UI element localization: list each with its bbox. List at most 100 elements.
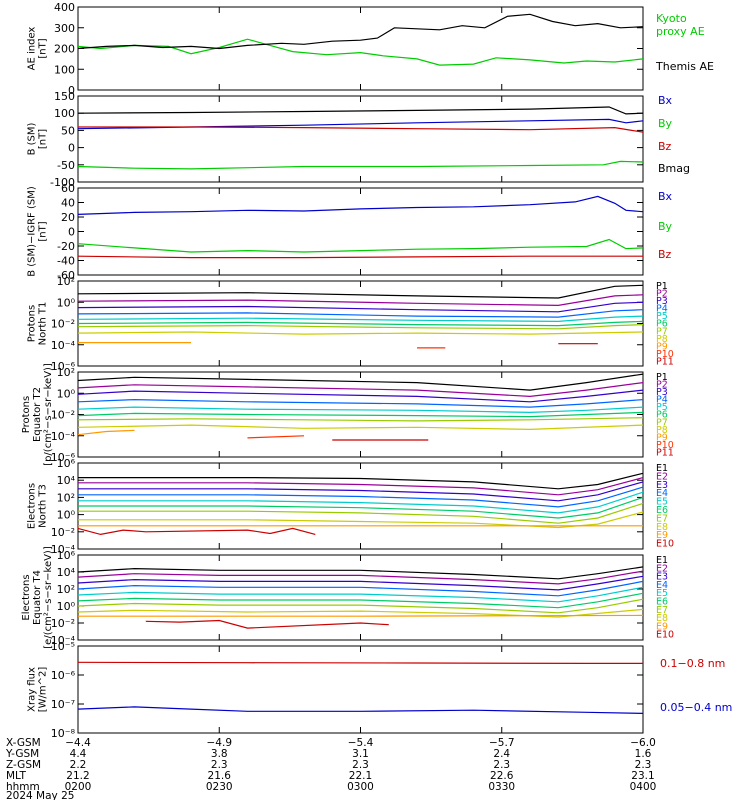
y-tick-label: 10⁶ bbox=[57, 457, 76, 470]
ephemeris-value: 0330 bbox=[488, 781, 515, 793]
series-line-e10 bbox=[77, 527, 316, 536]
y-tick-label: 10⁶ bbox=[57, 549, 76, 562]
legend-label: E5 bbox=[656, 588, 668, 599]
series-line-e6 bbox=[77, 592, 644, 609]
y-axis-label: North T3 bbox=[38, 484, 49, 528]
series-line-bmag bbox=[77, 106, 644, 115]
series-line-e5 bbox=[77, 586, 644, 603]
legend-label: By bbox=[658, 117, 673, 130]
ephemeris-value: 21.2 bbox=[66, 770, 89, 782]
y-tick-label: 40 bbox=[61, 197, 75, 210]
series-line-p10 bbox=[247, 435, 305, 439]
y-tick-label: 10⁻⁶ bbox=[51, 360, 76, 373]
series-line-p4 bbox=[77, 398, 644, 408]
y-tick-label: 100 bbox=[54, 63, 75, 76]
ephemeris-value: −5.7 bbox=[489, 737, 515, 749]
legend-label: Bz bbox=[658, 140, 672, 153]
y-tick-label: -50 bbox=[57, 159, 75, 172]
legend-label: E1 bbox=[656, 555, 668, 566]
ephemeris-value: 22.1 bbox=[349, 770, 372, 782]
series-line-e7 bbox=[78, 502, 644, 524]
series-line-e7 bbox=[77, 598, 644, 614]
ephemeris-value: −4.4 bbox=[65, 737, 91, 749]
legend-label: E7 bbox=[656, 605, 668, 616]
y-axis-label: [p/(cm²−s−sr−keV)] bbox=[43, 363, 54, 466]
ephemeris-value: −5.4 bbox=[348, 737, 374, 749]
y-axis-label: B (SM) bbox=[27, 122, 38, 155]
series-line-bz bbox=[77, 255, 643, 259]
ephemeris-value: 2.3 bbox=[635, 759, 652, 771]
legend-label: P2 bbox=[656, 289, 668, 300]
y-tick-label: 10² bbox=[57, 275, 75, 288]
legend-label: P8 bbox=[656, 334, 668, 345]
ephemeris-value: 2.4 bbox=[493, 748, 510, 760]
ephemeris-row-label: hhmm bbox=[6, 781, 40, 793]
legend-label: Bx bbox=[658, 190, 673, 203]
legend-label: P5 bbox=[656, 402, 668, 413]
series-line-p6 bbox=[77, 411, 644, 418]
ephemeris-value: 4.4 bbox=[70, 748, 87, 760]
legend-label: P3 bbox=[656, 387, 668, 398]
series-line-p2 bbox=[77, 294, 644, 307]
ephemeris-row-label: MLT bbox=[6, 770, 26, 782]
ephemeris-row-label: X-GSM bbox=[6, 737, 41, 749]
y-tick-label: 20 bbox=[61, 211, 75, 224]
ephemeris-value: 0400 bbox=[630, 781, 657, 793]
legend-label: 0.1−0.8 nm bbox=[660, 657, 725, 670]
legend-label: P1 bbox=[656, 372, 668, 383]
y-tick-label: 0 bbox=[68, 84, 75, 97]
y-tick-label: 100 bbox=[54, 107, 75, 120]
y-axis-label: [nT] bbox=[38, 129, 49, 149]
y-tick-label: 10² bbox=[57, 583, 75, 596]
legend-label: 0.05−0.4 nm bbox=[660, 701, 732, 714]
legend-label: E5 bbox=[656, 497, 668, 508]
panel-frame bbox=[77, 187, 644, 276]
series-line-e3 bbox=[77, 575, 644, 591]
y-tick-label: 10² bbox=[57, 491, 75, 504]
legend-label: P4 bbox=[656, 304, 668, 315]
legend-label: E10 bbox=[656, 630, 674, 641]
legend-label: E6 bbox=[656, 505, 668, 516]
y-tick-label: 10⁻² bbox=[51, 617, 75, 630]
legend-label: P3 bbox=[656, 296, 668, 307]
series-line-p7 bbox=[77, 417, 644, 422]
y-tick-label: 50 bbox=[61, 124, 75, 137]
panel-frame bbox=[77, 554, 644, 641]
legend-label: P6 bbox=[656, 410, 668, 421]
legend-label: E9 bbox=[656, 621, 668, 632]
legend-label: P11 bbox=[656, 447, 674, 458]
ephemeris-value: 0200 bbox=[65, 781, 92, 793]
y-tick-label: 10⁻⁴ bbox=[51, 543, 76, 556]
series-line-e9 bbox=[78, 614, 644, 617]
y-axis-label: Electrons bbox=[27, 483, 38, 529]
y-axis-label: Equator T2 bbox=[32, 387, 43, 442]
y-tick-label: 10⁻⁴ bbox=[51, 339, 76, 352]
legend-label: P2 bbox=[656, 380, 668, 391]
series-line-p3 bbox=[77, 301, 644, 313]
y-tick-label: 10⁻⁵ bbox=[51, 640, 75, 653]
legend-label: Bmag bbox=[658, 162, 690, 175]
legend-label: P11 bbox=[656, 356, 674, 367]
ephemeris-value: 0300 bbox=[347, 781, 374, 793]
series-line-p8 bbox=[77, 424, 644, 431]
series-line-kyoto-proxy-ae bbox=[77, 38, 644, 66]
y-tick-label: 10⁻⁶ bbox=[51, 669, 76, 682]
legend-label: Kyoto bbox=[656, 12, 687, 25]
legend-label: P4 bbox=[656, 395, 668, 406]
y-tick-label: -40 bbox=[57, 255, 75, 268]
series-line-e8 bbox=[78, 511, 644, 529]
ephemeris-value: −6.0 bbox=[630, 737, 656, 749]
ephemeris-value: 2.3 bbox=[211, 759, 228, 771]
y-tick-label: -60 bbox=[57, 269, 75, 282]
legend-label: P6 bbox=[656, 319, 668, 330]
series-line-e2 bbox=[78, 477, 644, 496]
y-tick-label: 10⁻⁴ bbox=[51, 634, 76, 647]
legend-label: E2 bbox=[656, 563, 668, 574]
y-tick-label: 10⁻⁸ bbox=[51, 727, 76, 740]
y-tick-label: 60 bbox=[61, 182, 75, 195]
series-line-p9 bbox=[77, 429, 135, 436]
series-line-themis-ae bbox=[77, 13, 644, 50]
y-tick-label: 10⁻² bbox=[51, 409, 75, 422]
ephemeris-row-label: Y-GSM bbox=[5, 748, 39, 760]
ephemeris-value: 21.6 bbox=[208, 770, 232, 782]
